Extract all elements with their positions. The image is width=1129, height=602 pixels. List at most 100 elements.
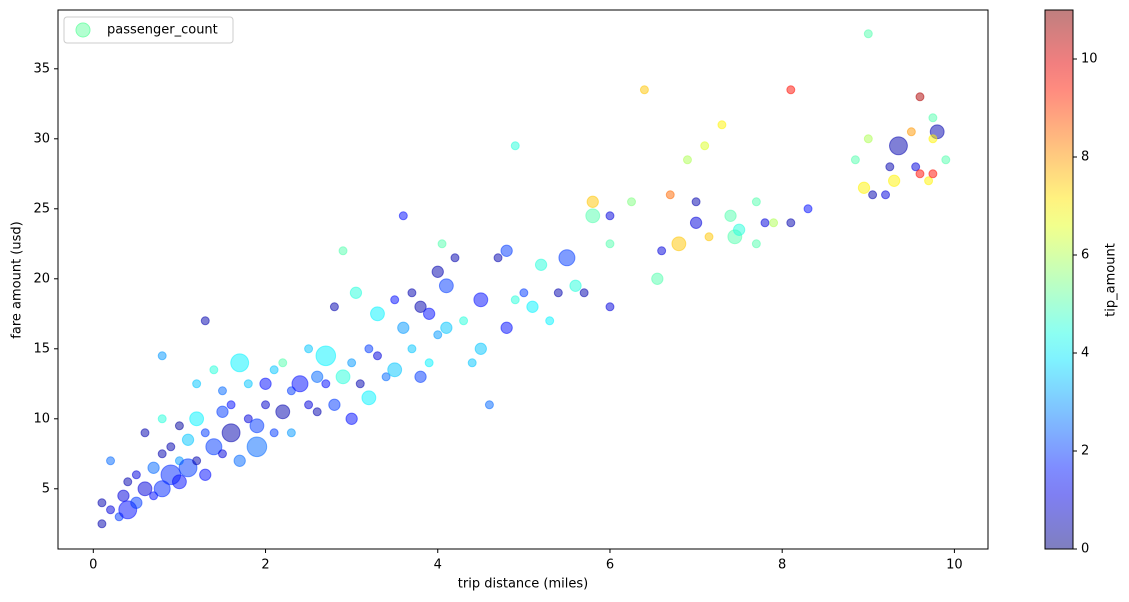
y-tick-label: 10 (33, 411, 50, 426)
data-point (863, 29, 873, 39)
data-point (243, 379, 253, 389)
x-tick-label: 2 (261, 558, 269, 573)
data-point (431, 265, 444, 278)
data-point (585, 208, 601, 224)
points (97, 29, 951, 529)
x-axis-label: trip distance (miles) (458, 577, 588, 592)
colorbar (1045, 10, 1073, 549)
data-point (259, 377, 272, 390)
data-point (157, 414, 167, 424)
data-point (700, 141, 710, 151)
data-point (347, 358, 357, 368)
data-point (473, 292, 489, 308)
data-point (760, 218, 770, 228)
data-point (682, 155, 692, 165)
data-point (269, 428, 279, 438)
data-point (311, 370, 324, 383)
data-point (174, 421, 184, 431)
data-point (397, 321, 410, 334)
data-point (321, 379, 331, 389)
y-tick-label: 35 (33, 61, 50, 76)
data-point (291, 375, 309, 393)
data-point (205, 438, 223, 456)
data-point (97, 498, 107, 508)
data-point (335, 369, 351, 385)
data-point (355, 379, 365, 389)
data-point (519, 288, 529, 298)
data-point (493, 253, 503, 263)
data-point (286, 428, 296, 438)
data-point (130, 496, 143, 509)
data-point (915, 92, 925, 102)
data-point (627, 197, 636, 207)
data-point (769, 218, 779, 228)
data-point (510, 141, 520, 151)
colorbar-tick-label: 4 (1081, 346, 1089, 361)
data-point (349, 286, 363, 299)
colorbar-tick-label: 2 (1081, 444, 1089, 459)
data-point (226, 400, 236, 410)
data-point (261, 400, 271, 410)
data-point (941, 155, 951, 165)
data-point (338, 246, 348, 256)
data-point (106, 505, 116, 515)
data-point (657, 246, 667, 256)
data-point (304, 344, 314, 354)
data-point (390, 295, 400, 305)
data-point (484, 400, 494, 410)
data-point (459, 316, 469, 326)
data-point (605, 302, 615, 312)
data-point (906, 127, 916, 137)
x-tick-label: 0 (89, 558, 97, 573)
data-point (200, 316, 210, 326)
data-point (605, 239, 615, 249)
data-point (534, 258, 548, 271)
data-point (312, 407, 322, 417)
data-point (863, 134, 873, 144)
colorbar-tick-label: 0 (1081, 542, 1089, 557)
data-point (438, 278, 454, 294)
y-tick-label: 30 (33, 131, 50, 146)
data-point (221, 423, 241, 443)
data-point (233, 454, 246, 467)
data-point (181, 433, 195, 446)
legend-box (63, 16, 234, 44)
data-point (500, 321, 513, 334)
data-point (246, 436, 268, 458)
data-point (639, 85, 649, 95)
data-point (422, 307, 436, 320)
data-point (243, 414, 253, 424)
data-point (200, 428, 210, 438)
data-point (157, 449, 167, 459)
data-point (329, 302, 339, 312)
data-point (691, 197, 701, 207)
data-point (850, 155, 860, 165)
data-point (315, 345, 337, 367)
data-point (881, 190, 891, 200)
data-point (803, 204, 813, 214)
data-point (887, 174, 901, 187)
data-point (217, 449, 227, 459)
data-point (751, 197, 761, 207)
data-point (911, 162, 921, 172)
data-point (361, 390, 377, 406)
data-point (510, 295, 520, 305)
data-point (553, 288, 563, 298)
data-point (217, 386, 227, 396)
data-point (474, 342, 487, 355)
data-point (123, 477, 133, 487)
data-point (278, 358, 288, 368)
data-point (398, 211, 408, 221)
data-point (450, 253, 460, 263)
data-point (732, 223, 746, 236)
data-point (131, 470, 141, 480)
data-point (345, 412, 358, 425)
data-point (304, 400, 314, 410)
data-point (433, 330, 443, 340)
data-point (786, 218, 796, 228)
colorbar-tick-label: 8 (1081, 150, 1089, 165)
data-point (381, 372, 391, 382)
x-tick-label: 10 (946, 558, 963, 573)
